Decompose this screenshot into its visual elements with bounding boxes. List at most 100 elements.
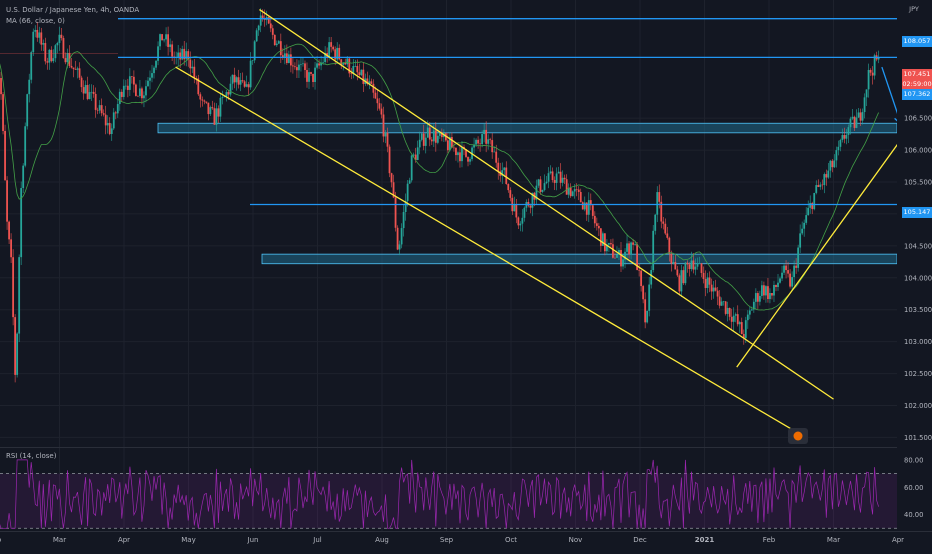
candle-body (62, 38, 65, 59)
drawing-layer[interactable] (0, 9, 931, 432)
candle-body (585, 202, 588, 215)
candle-body (684, 262, 687, 284)
candle-body (12, 257, 15, 318)
logo-icon (793, 431, 803, 441)
ma-legend[interactable]: MA (66, close, 0) (6, 17, 65, 25)
currency-label[interactable]: JPY (909, 5, 919, 13)
time-tick-label: Jun (247, 536, 259, 544)
candle-body (606, 244, 608, 252)
candle-body (273, 34, 276, 46)
candle-body (426, 127, 429, 138)
rsi-legend[interactable]: RSI (14, close) (6, 452, 57, 460)
candle-body (261, 15, 264, 19)
candle-body (66, 52, 69, 63)
support-zone[interactable] (157, 122, 898, 134)
candle-body (618, 249, 620, 255)
candle-body (859, 112, 862, 121)
candle-body (207, 102, 210, 115)
candle-body (726, 307, 729, 314)
symbol-legend[interactable]: U.S. Dollar / Japanese Yen, 4h, OANDA (6, 6, 140, 14)
candle-body (167, 34, 170, 47)
candle-body (46, 61, 49, 63)
support-zone[interactable] (261, 253, 898, 265)
candle-body (646, 310, 649, 323)
candle-body (565, 179, 568, 195)
candle-body (58, 34, 61, 43)
candle-body (771, 292, 773, 296)
rsi-tick-label: 80.00 (904, 456, 923, 464)
candle-body (571, 191, 574, 197)
candle-body (430, 139, 433, 142)
price-tick-label: 103.500 (904, 306, 932, 314)
candle-body (614, 257, 616, 259)
candle-body (652, 230, 655, 271)
candle-body (32, 31, 35, 53)
candle-body (406, 183, 409, 201)
candle-body (237, 77, 240, 85)
candle-body (626, 243, 628, 252)
candle-body (831, 160, 834, 168)
candle-body (797, 247, 800, 268)
candle-body (479, 143, 482, 145)
trend-line[interactable] (175, 66, 796, 432)
candle-body (137, 95, 139, 97)
candle-body (308, 72, 310, 82)
candle-body (64, 58, 67, 63)
price-tick-label: 104.000 (904, 274, 932, 282)
time-tick-label: Mar (53, 536, 66, 544)
candle-body (507, 184, 510, 191)
candle-body (18, 257, 21, 334)
candle-body (823, 174, 826, 186)
candle-body (436, 135, 439, 143)
time-axis[interactable]: Feb Mar Apr May Jun Jul Aug Sep Oct Nov Dec 2021 Feb… (0, 531, 932, 550)
candle-body (108, 122, 111, 135)
candle-body (126, 85, 129, 90)
time-tick-label: May (181, 536, 195, 544)
candle-body (549, 171, 552, 174)
candle-body (88, 92, 91, 100)
candle-body (16, 333, 19, 375)
candle-body (612, 244, 614, 258)
candle-body (680, 270, 683, 292)
candle-body (340, 59, 343, 65)
candle-body (527, 201, 530, 206)
candle-body (344, 62, 347, 65)
candle-body (221, 97, 224, 98)
rsi-axis[interactable]: 80.00 60.00 40.00 (904, 456, 923, 519)
candle-body (386, 132, 389, 147)
time-tick-label: Aug (375, 536, 389, 544)
candle-body (380, 108, 383, 115)
candle-body (287, 54, 290, 64)
candle-body (557, 171, 560, 174)
candle-body (259, 15, 262, 26)
candle-body (120, 91, 123, 97)
candle-body (298, 64, 300, 71)
candle-body (440, 132, 443, 138)
candle-body (593, 215, 596, 224)
candle-body (716, 290, 719, 297)
candle-body (247, 84, 250, 88)
candle-body (292, 65, 294, 67)
candle-body (215, 108, 218, 125)
candle-body (634, 244, 636, 245)
candle-body (459, 152, 461, 162)
candle-body (60, 34, 63, 39)
candle-body (384, 132, 387, 137)
candle-body (686, 262, 689, 265)
candle-body (765, 286, 767, 296)
candle-body (485, 129, 488, 144)
candle-body (310, 72, 312, 74)
candle-body (597, 225, 600, 229)
candle-body (334, 49, 337, 60)
candle-body (587, 200, 590, 215)
candle-body (92, 91, 95, 94)
candle-body (10, 239, 13, 258)
logo-badge[interactable] (788, 428, 808, 444)
candle-body (461, 146, 463, 162)
candle-body (847, 127, 850, 135)
candle-body (38, 32, 41, 38)
candle-body (841, 135, 844, 140)
trend-line[interactable] (259, 9, 834, 400)
